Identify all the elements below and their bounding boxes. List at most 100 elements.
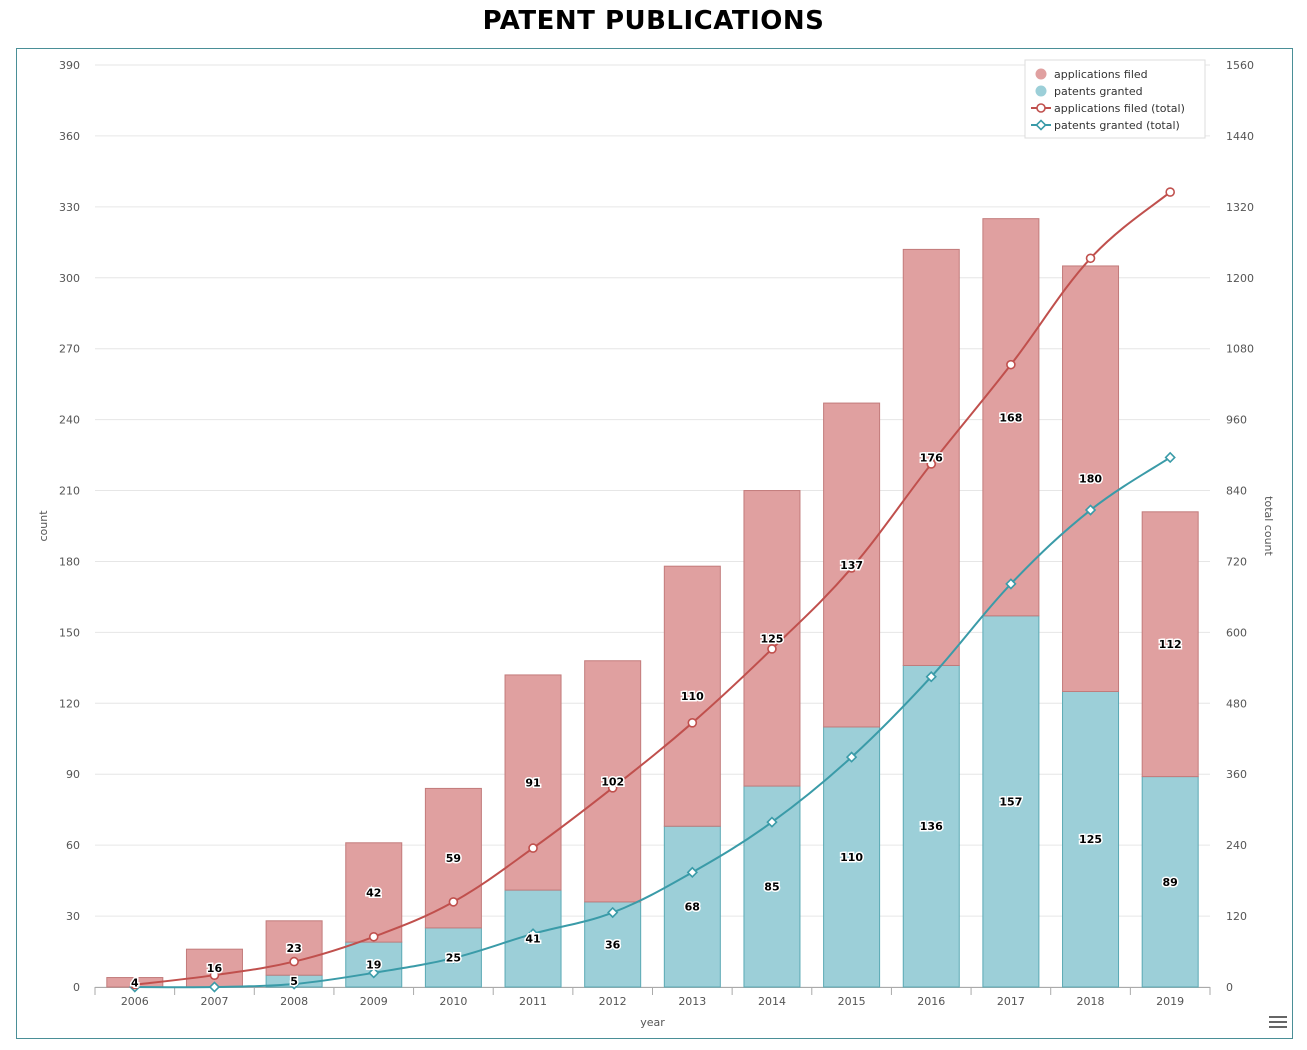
marker-applications-filed-total	[1006, 359, 1016, 370]
x-tick-label: 2019	[1156, 995, 1184, 1008]
x-tick-label: 2008	[280, 995, 308, 1008]
x-tick-label: 2009	[360, 995, 388, 1008]
y2-tick-label: 600	[1226, 626, 1247, 639]
y2-tick-label: 1320	[1226, 201, 1254, 214]
data-label-patents-granted: 157	[999, 795, 1022, 808]
x-tick-label: 2013	[678, 995, 706, 1008]
chart-frame	[16, 48, 1293, 1039]
y2-tick-label: 120	[1226, 910, 1247, 923]
marker-patents-granted-total	[607, 906, 619, 919]
y2-tick-label: 480	[1226, 697, 1247, 710]
data-label-applications-filed: 16	[207, 962, 223, 975]
bar-patents-granted	[823, 726, 881, 988]
data-label-patents-granted: 36	[605, 938, 621, 951]
bar-patents-granted	[345, 941, 403, 988]
bar-applications-filed	[663, 565, 721, 827]
data-label-patents-granted: 136	[920, 820, 943, 833]
y-tick-label: 90	[66, 768, 80, 781]
legend-entry: patents granted (total)	[1054, 119, 1180, 132]
marker-applications-filed-total	[209, 970, 220, 980]
marker-applications-filed-total	[926, 459, 937, 469]
y2-tick-label: 240	[1226, 839, 1247, 852]
x-tick-label: 2015	[838, 995, 866, 1008]
x-tick-label: 2017	[997, 995, 1025, 1008]
data-label-applications-filed: 102	[601, 775, 624, 788]
y-tick-label: 390	[59, 59, 80, 72]
y2-tick-label: 720	[1226, 555, 1247, 568]
y2-tick-label: 360	[1226, 768, 1247, 781]
data-label-applications-filed: 4	[131, 976, 139, 989]
data-label-applications-filed: 176	[920, 451, 943, 464]
data-label-patents-granted: 85	[764, 881, 779, 894]
marker-patents-granted-total	[686, 866, 698, 878]
marker-patents-granted-total	[368, 967, 380, 979]
x-tick-label: 2006	[121, 995, 149, 1008]
bar-applications-filed	[1141, 511, 1199, 778]
marker-applications-filed-total	[767, 644, 777, 654]
data-label-patents-granted: 68	[685, 901, 700, 914]
y-tick-label: 210	[59, 485, 80, 498]
chart-title: PATENT PUBLICATIONS	[482, 6, 825, 36]
data-label-applications-filed: 91	[525, 777, 540, 790]
y2-tick-label: 1440	[1226, 130, 1254, 143]
y2-tick-label: 960	[1226, 414, 1247, 427]
legend-swatch	[1035, 85, 1047, 97]
y-tick-label: 240	[59, 414, 80, 427]
data-label-applications-filed: 137	[840, 559, 863, 572]
menu-icon[interactable]	[1269, 1016, 1287, 1030]
y2-tick-label: 1560	[1226, 59, 1254, 72]
y2-tick-label: 1200	[1226, 272, 1254, 285]
x-tick-label: 2012	[599, 995, 627, 1008]
y-tick-label: 300	[59, 272, 80, 285]
data-label-applications-filed: 168	[999, 411, 1022, 424]
bar-patents-granted	[1141, 776, 1199, 988]
y2-tick-label: 1080	[1226, 343, 1254, 356]
x-tick-label: 2016	[917, 995, 945, 1008]
marker-applications-filed-total	[130, 979, 140, 990]
x-tick-label: 2011	[519, 995, 547, 1008]
bar-patents-granted	[1062, 690, 1120, 988]
marker-applications-filed-total	[1165, 187, 1175, 197]
bar-applications-filed	[185, 948, 243, 988]
marker-patents-granted-total	[527, 928, 539, 940]
marker-patents-granted-total	[845, 751, 858, 763]
marker-patents-granted-total	[447, 952, 460, 964]
marker-applications-filed-total	[607, 783, 618, 793]
bar-applications-filed	[345, 842, 403, 943]
marker-applications-filed-total	[1085, 253, 1096, 264]
bar-applications-filed	[982, 218, 1040, 617]
y-tick-label: 30	[66, 910, 80, 923]
y-tick-label: 270	[59, 343, 80, 356]
legend-marker	[1036, 103, 1046, 113]
x-tick-label: 2018	[1077, 995, 1105, 1008]
y-tick-label: 150	[59, 626, 80, 639]
data-label-patents-granted: 5	[290, 975, 298, 988]
legend-swatch	[1035, 68, 1047, 80]
data-label-applications-filed: 112	[1159, 638, 1182, 651]
marker-applications-filed-total	[368, 931, 379, 942]
legend-entry: applications filed	[1054, 68, 1148, 81]
x-axis-title: year	[640, 1016, 665, 1029]
bar-applications-filed	[584, 660, 642, 903]
y-tick-label: 120	[59, 697, 80, 710]
y2-axis-title: total count	[1262, 496, 1275, 556]
y-tick-label: 60	[66, 839, 80, 852]
legend-entry: applications filed (total)	[1054, 102, 1185, 115]
y2-tick-label: 840	[1226, 485, 1247, 498]
bar-applications-filed	[743, 490, 801, 787]
marker-patents-granted-total	[766, 816, 778, 828]
bar-patents-granted	[663, 825, 721, 988]
x-tick-label: 2007	[200, 995, 228, 1008]
data-label-applications-filed: 23	[286, 942, 301, 955]
marker-patents-granted-total	[1164, 451, 1176, 464]
marker-applications-filed-total	[528, 843, 538, 853]
data-label-applications-filed: 59	[446, 852, 461, 865]
marker-applications-filed-total	[289, 956, 299, 967]
y-tick-label: 0	[73, 981, 80, 994]
marker-patents-granted-total	[288, 978, 300, 990]
x-tick-label: 2010	[439, 995, 467, 1008]
legend-entry: patents granted	[1054, 85, 1143, 98]
y-tick-label: 360	[59, 130, 80, 143]
data-label-patents-granted: 89	[1163, 876, 1178, 889]
